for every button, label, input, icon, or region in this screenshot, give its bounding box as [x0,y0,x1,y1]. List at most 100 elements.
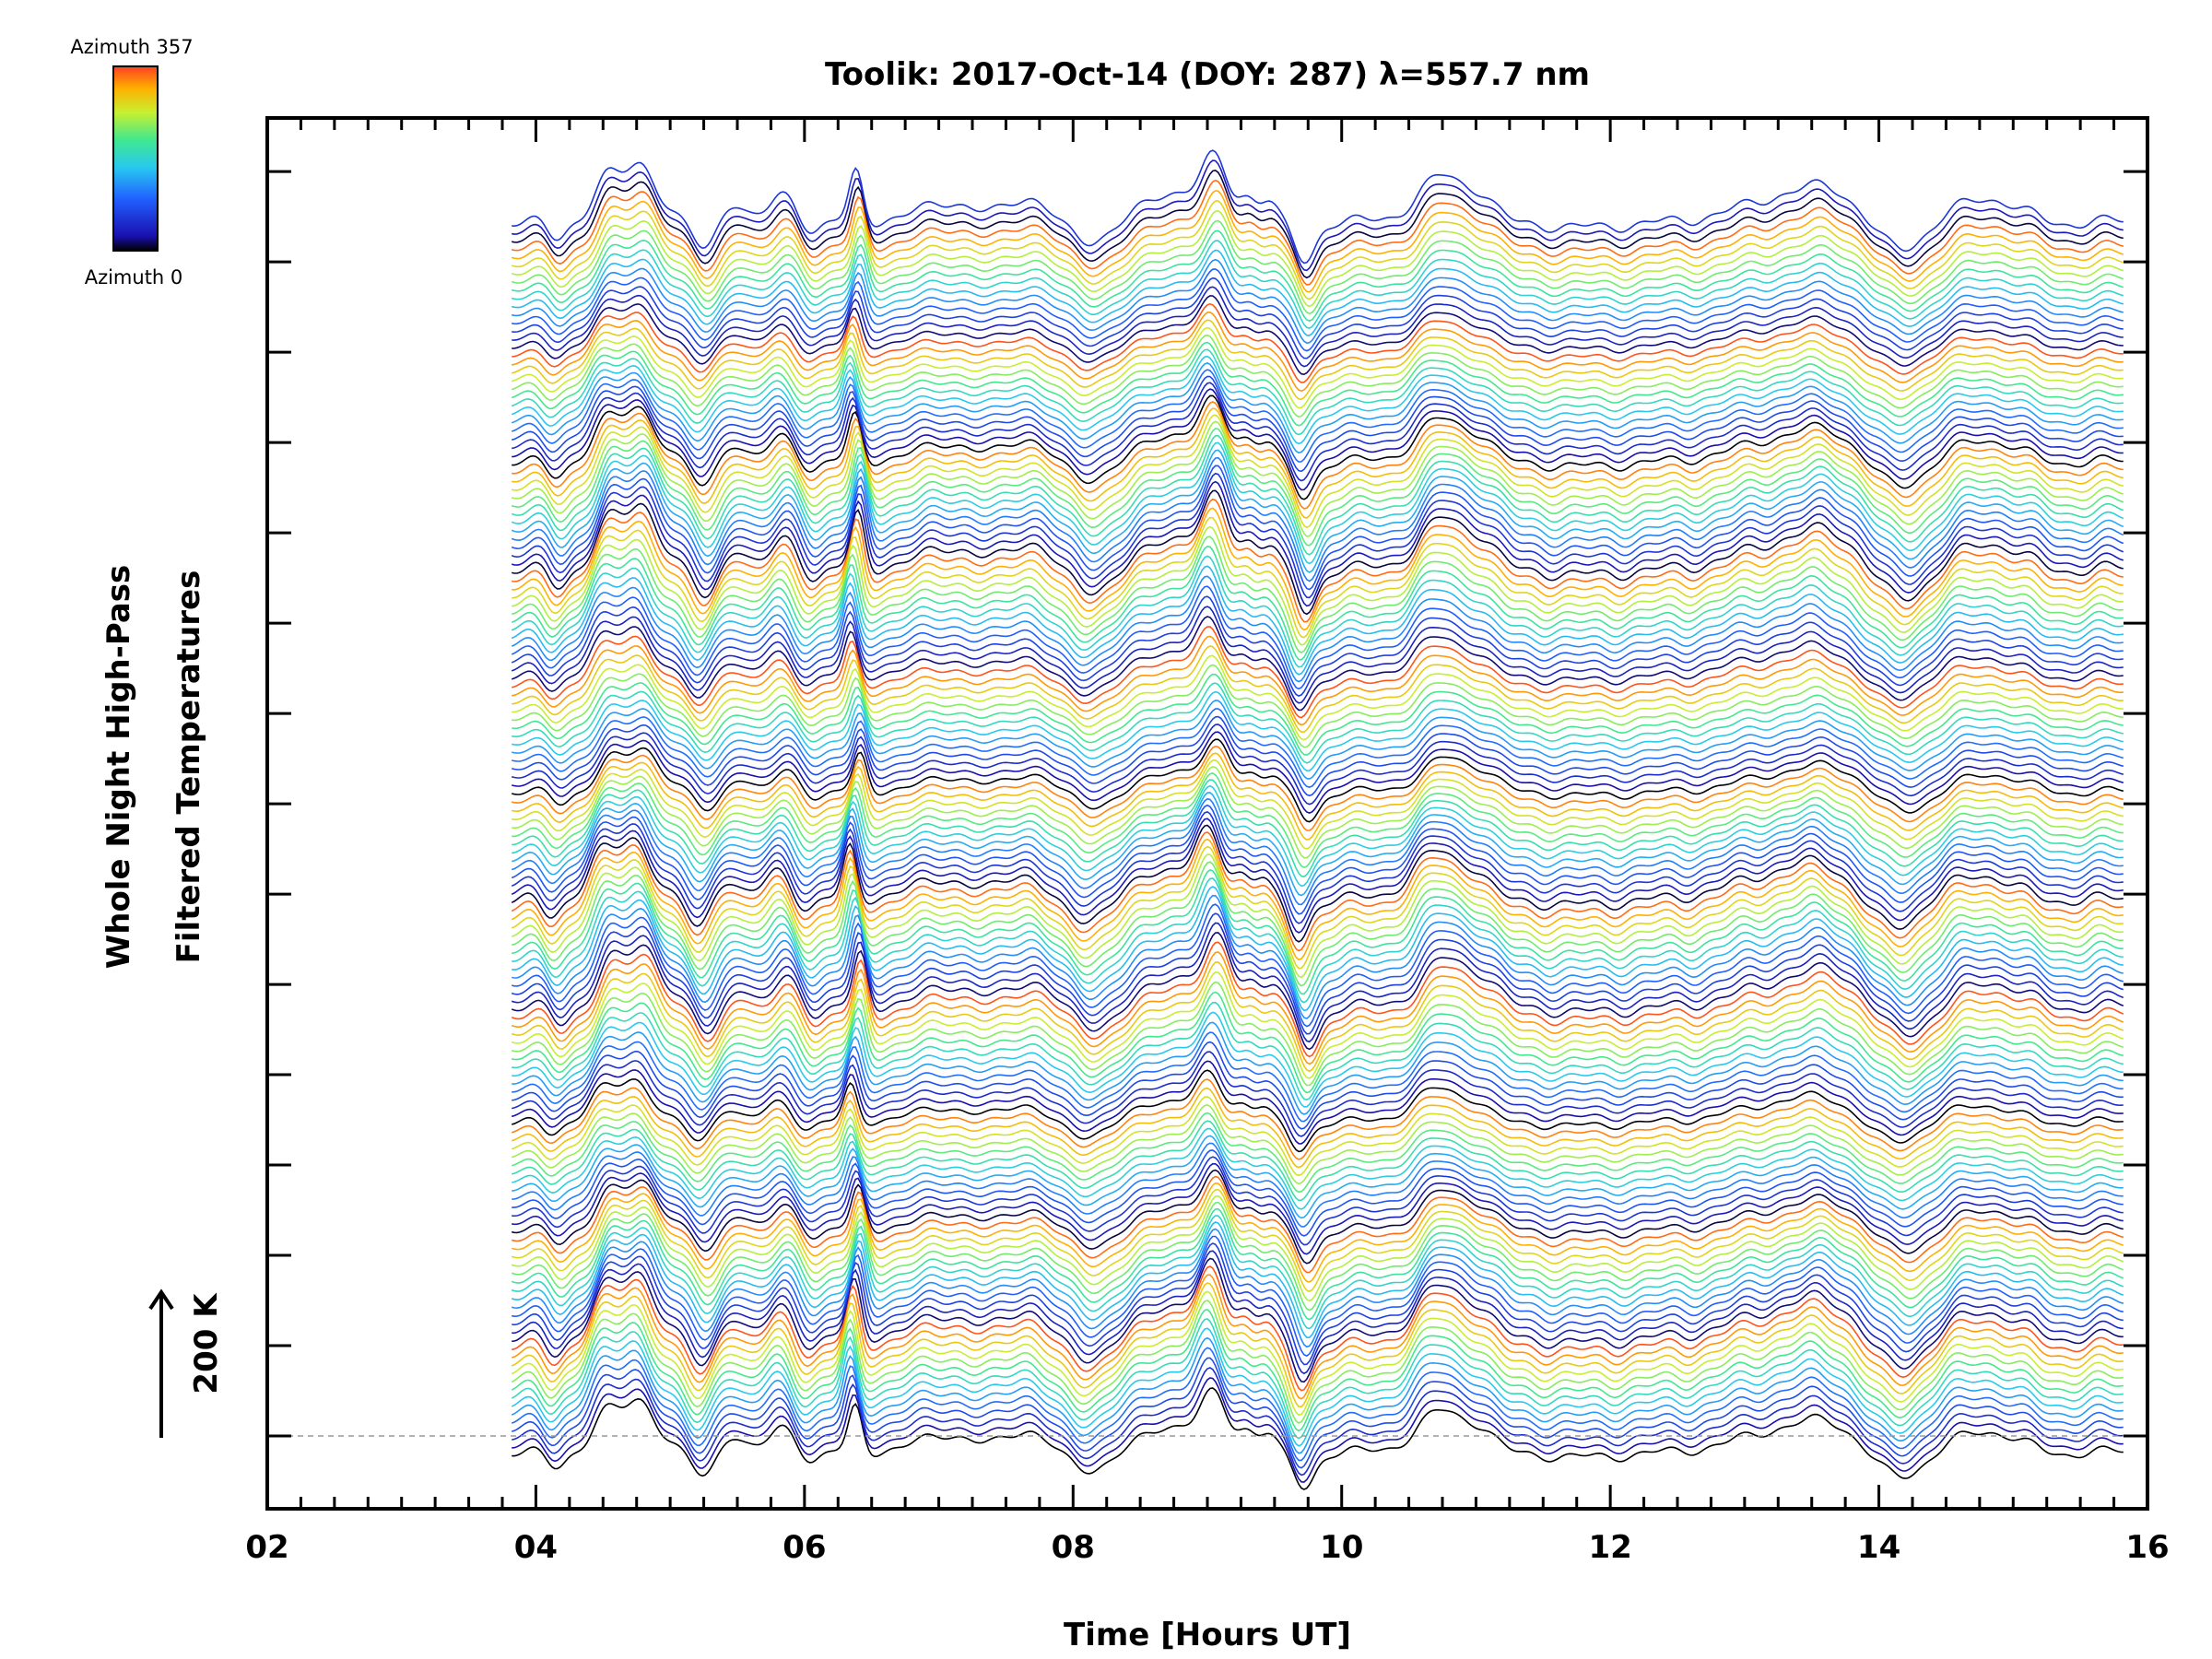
trace-line [511,362,2124,454]
trace-line [511,1096,2124,1177]
trace-line [512,159,2124,272]
trace-line [512,1387,2124,1490]
trace-line [511,355,2124,445]
trace-line [512,382,2124,482]
trace-line [512,240,2124,329]
trace-line [511,811,2124,924]
trace-line [512,414,2124,529]
trace-line [511,853,2124,979]
trace-line [511,441,2124,565]
scale-bar-arrow-head [148,1288,174,1311]
trace-line [511,1282,2124,1408]
trace-line [511,1300,2124,1424]
trace-line [512,626,2124,719]
trace-line [511,1274,2124,1400]
trace-line [512,319,2124,401]
trace-line [511,420,2124,537]
trace-line [511,1078,2124,1160]
trace-line [511,797,2124,906]
trace-line [511,941,2124,1058]
trace-line [512,258,2124,345]
trace-line [512,1169,2124,1265]
x-tick-label: 06 [782,1529,826,1566]
trace-line [512,1156,2124,1246]
trace-line [512,1242,2124,1366]
trace-line [511,804,2124,915]
trace-line [512,311,2124,393]
trace-line [512,1127,2124,1210]
x-tick-label: 14 [1857,1529,1900,1566]
scale-bar: 200 K [148,1288,225,1438]
trace-line [512,388,2124,491]
trace-line [512,673,2124,757]
trace-line [511,845,2124,970]
trace-line [511,595,2124,697]
trace-line [511,606,2124,704]
trace-line [511,971,2124,1079]
trace-line [512,886,2124,1012]
trace-line [512,249,2124,336]
trace-line [512,700,2124,780]
trace-line [512,179,2124,286]
trace-line [511,200,2124,300]
trace-line [512,664,2124,748]
trace-line [512,1235,2124,1358]
trace-line [511,922,2124,1043]
trace-line [511,341,2124,427]
trace-line [511,1327,2124,1447]
trace-line [511,1309,2124,1432]
x-tick-label: 12 [1588,1529,1631,1566]
chart-title: Toolik: 2017-Oct-14 (DOY: 287) λ=557.7 n… [825,56,1590,93]
trace-line [512,394,2124,500]
y-axis-label-line1: Whole Night High-Pass [100,565,137,970]
trace-line [511,961,2124,1073]
trace-line [512,784,2124,888]
trace-line [512,690,2124,772]
trace-line [511,555,2124,668]
trace-line [512,724,2124,806]
colorbar [112,65,159,252]
x-tick-label: 04 [514,1529,558,1566]
trace-line [511,1069,2124,1153]
trace-line [512,149,2124,265]
trace-line [512,1367,2124,1477]
trace-line [512,708,2124,789]
colorbar-bottom-label: Azimuth 0 [85,266,183,288]
trace-line [512,286,2124,368]
trace-line [511,932,2124,1051]
trace-line [512,276,2124,359]
trace-line [511,334,2124,418]
x-tick-label: 16 [2125,1529,2169,1566]
trace-line [511,456,2124,582]
trace-line [512,1011,2124,1108]
trace-line [511,616,2124,712]
trace-line [511,190,2124,293]
trace-line [511,981,2124,1087]
trace-line [511,428,2124,547]
trace-line [512,295,2124,376]
trace-line [512,1250,2124,1375]
trace-line [511,1215,2124,1330]
trace-line [512,1377,2124,1483]
trace-line [512,745,2124,831]
trace-line [511,348,2124,436]
trace-line [511,1357,2124,1469]
trace-line [512,401,2124,510]
trace-line [512,268,2124,352]
trace-line [512,991,2124,1094]
trace-line [512,877,2124,1004]
x-axis-label: Time [Hours UT] [1064,1617,1351,1653]
trace-line [512,1142,2124,1228]
trace-line [511,912,2124,1035]
trace-line [512,861,2124,987]
trace-line [512,498,2124,623]
trace-line [511,434,2124,556]
trace-line [512,779,2124,877]
trace-line [512,1162,2124,1255]
trace-line [512,765,2124,859]
trace-line [512,302,2124,383]
trace-line [511,565,2124,676]
trace-group [511,149,2124,1490]
x-tick-label: 08 [1052,1529,1095,1566]
trace-line [512,1265,2124,1392]
